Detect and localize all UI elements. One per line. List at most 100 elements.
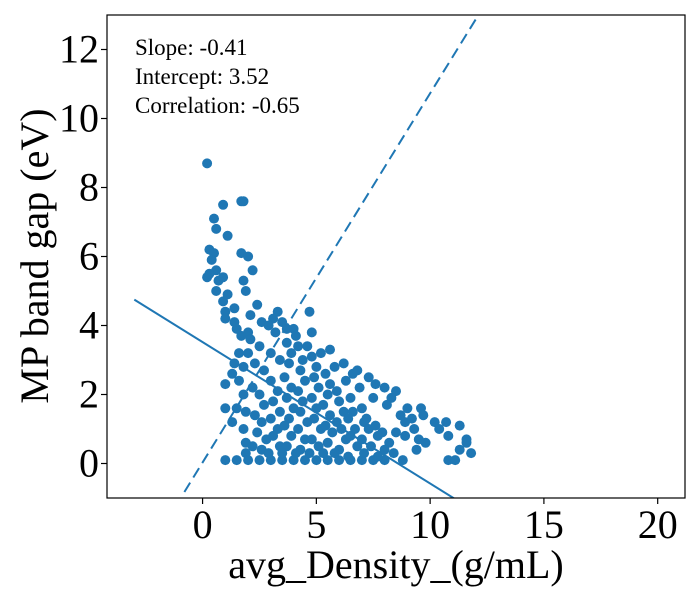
data-point [320, 420, 331, 431]
data-point [247, 441, 258, 452]
data-point [302, 341, 313, 352]
x-tick-label: 20 [638, 502, 678, 547]
data-point [204, 268, 215, 279]
data-point [315, 348, 326, 359]
data-point [220, 313, 231, 324]
data-point [336, 424, 347, 434]
y-tick-label: 0 [79, 441, 99, 486]
data-point [265, 348, 276, 359]
data-point [454, 420, 465, 431]
data-point [220, 306, 231, 317]
data-point [306, 327, 317, 338]
data-point [395, 410, 406, 421]
data-point [434, 424, 445, 434]
data-point [270, 327, 281, 338]
data-point [388, 448, 399, 459]
data-point [325, 410, 335, 421]
data-point [231, 403, 242, 414]
data-point [259, 399, 269, 410]
data-point [249, 358, 260, 369]
data-point [356, 403, 367, 414]
data-point [281, 323, 292, 334]
data-point [272, 386, 283, 397]
data-point [304, 448, 315, 459]
data-point [272, 306, 283, 317]
data-point [249, 410, 260, 421]
data-point [265, 413, 276, 424]
correlation-annotation: Correlation: -0.65 [135, 93, 300, 118]
data-point [379, 382, 390, 393]
data-point [363, 372, 374, 383]
x-tick-label: 10 [410, 502, 450, 547]
data-point [243, 348, 254, 359]
data-point [466, 448, 477, 459]
data-point [234, 375, 244, 386]
data-point [286, 430, 297, 441]
data-point [209, 213, 219, 224]
data-point [277, 455, 288, 466]
data-point [454, 444, 465, 455]
data-point [218, 272, 229, 283]
data-point [309, 372, 320, 383]
data-point [411, 444, 422, 455]
data-point [279, 372, 290, 383]
data-point [284, 358, 294, 369]
data-point [366, 441, 376, 452]
data-point [311, 361, 322, 372]
data-point [231, 455, 242, 466]
data-point [306, 434, 317, 445]
data-point [256, 417, 267, 428]
data-point [274, 355, 285, 365]
data-point [329, 448, 340, 459]
data-point [443, 430, 454, 441]
data-point [218, 199, 229, 210]
data-point [290, 330, 301, 341]
y-tick-label: 10 [59, 96, 99, 141]
data-point [238, 389, 249, 400]
y-tick-label: 4 [79, 303, 99, 348]
data-point [356, 434, 367, 445]
data-point [313, 382, 324, 393]
data-point [370, 379, 381, 390]
data-point [206, 254, 217, 265]
data-point [443, 455, 454, 466]
data-point [240, 406, 251, 417]
data-point [202, 158, 213, 169]
data-point [340, 375, 351, 386]
data-point [281, 337, 292, 348]
data-point [379, 444, 390, 455]
data-point [293, 386, 304, 397]
slope-annotation: Slope: -0.41 [135, 35, 247, 60]
data-point [227, 368, 238, 379]
data-point [311, 455, 322, 466]
data-point [368, 392, 379, 403]
data-point [450, 455, 461, 466]
data-point [329, 361, 340, 372]
data-point [338, 358, 349, 369]
data-point [343, 451, 354, 462]
data-point [406, 413, 417, 424]
data-point [240, 286, 251, 296]
data-point [402, 403, 413, 414]
data-point [293, 424, 304, 434]
data-point [220, 403, 231, 414]
data-point [263, 320, 274, 331]
data-point [297, 355, 308, 365]
data-point [238, 361, 249, 372]
data-point [277, 448, 288, 459]
data-point [325, 379, 335, 390]
data-point [327, 427, 338, 438]
x-tick-label: 15 [524, 502, 564, 547]
data-point [295, 365, 306, 376]
data-point [274, 406, 285, 417]
data-point [409, 424, 420, 434]
data-point [236, 330, 247, 341]
data-point [306, 351, 317, 362]
data-point [300, 375, 310, 386]
data-point [461, 437, 472, 448]
data-point [238, 424, 249, 434]
y-tick-label: 2 [79, 372, 99, 417]
data-point [320, 368, 331, 379]
data-point [352, 365, 363, 376]
data-point [318, 448, 329, 459]
